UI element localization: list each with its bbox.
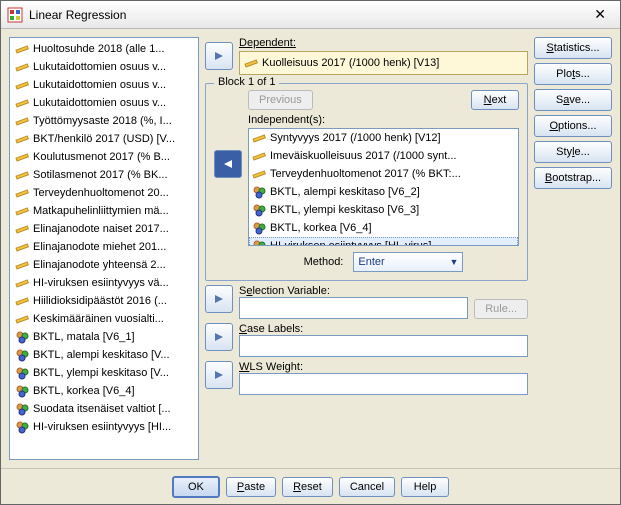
list-item[interactable]: HI-viruksen esiintyvyys [HI... [12,418,196,436]
next-button[interactable]: Next [471,90,519,110]
list-item[interactable]: BKTL, korkea [V6_4] [12,382,196,400]
block-group: Block 1 of 1 Previous Next [205,83,528,281]
move-to-caselabels-button[interactable] [205,323,233,351]
list-item[interactable]: BKTL, alempi keskitaso [V6_2] [249,183,518,201]
list-item[interactable]: Elinajanodote naiset 2017... [12,220,196,238]
cancel-button[interactable]: Cancel [339,477,395,497]
options-button[interactable]: Options... [534,115,612,137]
ok-button[interactable]: OK [172,476,220,498]
selection-label: Selection Variable: [239,285,528,297]
help-button[interactable]: Help [401,477,449,497]
dependent-value: Kuolleisuus 2017 (/1000 henk) [V13] [262,57,439,69]
list-item[interactable]: Elinajanodote yhteensä 2... [12,256,196,274]
list-item[interactable]: HI-viruksen esiintyvyys [HI_virus] [249,237,518,246]
caselabels-field[interactable] [239,335,528,357]
list-item[interactable]: Hiilidioksidipäästöt 2016 (... [12,292,196,310]
list-item[interactable]: Huoltosuhde 2018 (alle 1... [12,40,196,58]
method-label: Method: [304,256,344,268]
independents-list[interactable]: Syntyvyys 2017 (/1000 henk) [V12]Imeväis… [248,128,519,246]
statistics-button[interactable]: Statistics... [534,37,612,59]
rule-button: Rule... [474,299,528,319]
method-combo[interactable]: Enter ▼ [353,252,463,272]
list-item[interactable]: Lukutaidottomien osuus v... [12,94,196,112]
dependent-row: Dependent: Kuolleisuus 2017 (/1000 henk)… [205,37,528,75]
move-to-independent-button[interactable] [214,150,242,178]
content-area: Huoltosuhde 2018 (alle 1...Lukutaidottom… [1,29,620,468]
titlebar: Linear Regression ✕ [1,1,620,29]
selection-field[interactable] [239,297,468,319]
list-item[interactable]: BKTL, korkea [V6_4] [249,219,518,237]
window-title: Linear Regression [29,8,586,22]
list-item[interactable]: Imeväiskuolleisuus 2017 (/1000 synt... [249,147,518,165]
list-item[interactable]: Matkapuhelinliittymien mä... [12,202,196,220]
side-buttons: Statistics... Plots... Save... Options..… [534,37,612,460]
list-item[interactable]: Lukutaidottomien osuus v... [12,76,196,94]
list-item[interactable]: Lukutaidottomien osuus v... [12,58,196,76]
list-item[interactable]: Keskimääräinen vuosialti... [12,310,196,328]
wls-weight-row: WLS Weight: [205,361,528,395]
caselabels-label: Case Labels: [239,323,528,335]
list-item[interactable]: BKTL, ylempi keskitaso [V... [12,364,196,382]
footer-buttons: OK Paste Reset Cancel Help [1,468,620,504]
dependent-label: Dependent: [239,37,296,49]
move-to-wls-button[interactable] [205,361,233,389]
move-to-selection-button[interactable] [205,285,233,313]
list-item[interactable]: Elinajanodote miehet 201... [12,238,196,256]
list-item[interactable]: Suodata itsenäiset valtiot [... [12,400,196,418]
list-item[interactable]: Sotilasmenot 2017 (% BK... [12,166,196,184]
move-to-dependent-button[interactable] [205,42,233,70]
previous-button: Previous [248,90,313,110]
list-item[interactable]: Syntyvyys 2017 (/1000 henk) [V12] [249,129,518,147]
close-button[interactable]: ✕ [586,4,614,25]
list-item[interactable]: Koulutusmenot 2017 (% B... [12,148,196,166]
wls-field[interactable] [239,373,528,395]
list-item[interactable]: Terveydenhuoltomenot 2017 (% BKT:... [249,165,518,183]
list-item[interactable]: BKTL, matala [V6_1] [12,328,196,346]
bootstrap-button[interactable]: Bootstrap... [534,167,612,189]
variable-list[interactable]: Huoltosuhde 2018 (alle 1...Lukutaidottom… [9,37,199,460]
dependent-field[interactable]: Kuolleisuus 2017 (/1000 henk) [V13] [239,51,528,75]
linear-regression-dialog: Linear Regression ✕ Huoltosuhde 2018 (al… [0,0,621,505]
list-item[interactable]: HI-viruksen esiintyvyys vä... [12,274,196,292]
plots-button[interactable]: Plots... [534,63,612,85]
case-labels-row: Case Labels: [205,323,528,357]
method-value: Enter [358,256,384,268]
list-item[interactable]: BKTL, alempi keskitaso [V... [12,346,196,364]
independents-label: Independent(s): [248,114,325,126]
save-button[interactable]: Save... [534,89,612,111]
selection-variable-row: Selection Variable: Rule... [205,285,528,319]
style-button[interactable]: Style... [534,141,612,163]
list-item[interactable]: BKT/henkilö 2017 (USD) [V... [12,130,196,148]
chevron-down-icon: ▼ [449,257,458,267]
wls-label: WLS Weight: [239,361,528,373]
app-icon [7,7,23,23]
block-label: Block 1 of 1 [214,76,279,88]
paste-button[interactable]: Paste [226,477,276,497]
reset-button[interactable]: Reset [282,477,333,497]
list-item[interactable]: Työttömyysaste 2018 (%, I... [12,112,196,130]
list-item[interactable]: BKTL, ylempi keskitaso [V6_3] [249,201,518,219]
list-item[interactable]: Terveydenhuoltomenot 20... [12,184,196,202]
